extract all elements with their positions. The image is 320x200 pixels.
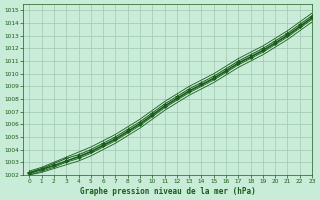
X-axis label: Graphe pression niveau de la mer (hPa): Graphe pression niveau de la mer (hPa) — [80, 187, 256, 196]
